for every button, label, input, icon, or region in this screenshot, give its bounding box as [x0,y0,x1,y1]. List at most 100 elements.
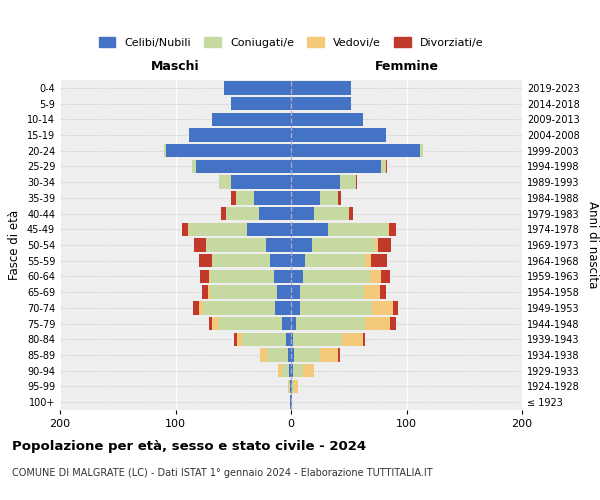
Bar [291,380,292,393]
Bar [196,160,291,173]
Bar [305,254,365,268]
Bar [340,176,356,189]
Bar [220,176,231,189]
Text: Femmine: Femmine [374,60,439,74]
Y-axis label: Anni di nascita: Anni di nascita [586,202,599,288]
Bar [291,97,351,110]
Bar [291,128,386,141]
Bar [254,191,291,204]
Text: COMUNE DI MALGRATE (LC) - Dati ISTAT 1° gennaio 2024 - Elaborazione TUTTITALIA.I: COMUNE DI MALGRATE (LC) - Dati ISTAT 1° … [12,468,433,477]
Bar [208,286,210,299]
Bar [391,317,396,330]
Bar [290,396,291,409]
Bar [291,348,295,362]
Bar [190,128,291,141]
Bar [275,301,291,314]
Bar [212,317,218,330]
Bar [370,270,381,283]
Bar [362,332,365,346]
Bar [291,144,421,158]
Bar [235,332,237,346]
Bar [236,191,254,204]
Bar [291,160,381,173]
Bar [231,97,291,110]
Bar [338,348,340,362]
Bar [291,364,293,378]
Bar [191,160,196,173]
Bar [342,332,362,346]
Bar [260,348,267,362]
Bar [212,254,270,268]
Bar [203,301,275,314]
Bar [300,301,372,314]
Bar [388,222,389,236]
Text: Maschi: Maschi [151,60,200,74]
Bar [290,380,291,393]
Bar [193,301,199,314]
Bar [286,332,291,346]
Bar [291,238,312,252]
Bar [259,207,291,220]
Bar [231,176,291,189]
Bar [296,317,365,330]
Bar [190,222,247,236]
Bar [224,81,291,94]
Bar [376,238,377,252]
Bar [365,317,391,330]
Bar [392,301,398,314]
Bar [302,270,370,283]
Bar [194,238,206,252]
Bar [166,144,291,158]
Bar [199,301,203,314]
Bar [231,191,236,204]
Bar [328,222,388,236]
Bar [291,270,302,283]
Y-axis label: Fasce di età: Fasce di età [8,210,21,280]
Bar [210,286,277,299]
Bar [291,286,300,299]
Bar [209,270,210,283]
Bar [200,270,209,283]
Bar [291,176,340,189]
Bar [270,254,291,268]
Bar [287,348,291,362]
Bar [202,286,208,299]
Bar [320,191,338,204]
Bar [293,332,342,346]
Bar [389,222,396,236]
Bar [291,112,362,126]
Bar [291,396,292,409]
Bar [291,207,314,220]
Bar [421,144,422,158]
Bar [199,254,212,268]
Bar [364,286,380,299]
Bar [266,238,291,252]
Bar [356,176,357,189]
Bar [274,270,291,283]
Bar [287,380,289,393]
Bar [289,364,291,378]
Bar [291,81,351,94]
Bar [349,207,353,220]
Bar [291,332,293,346]
Text: Popolazione per età, sesso e stato civile - 2024: Popolazione per età, sesso e stato civil… [12,440,366,453]
Bar [289,380,290,393]
Bar [302,364,314,378]
Bar [291,301,300,314]
Bar [247,222,291,236]
Bar [380,286,386,299]
Bar [212,112,291,126]
Bar [295,348,320,362]
Bar [218,317,282,330]
Bar [210,270,274,283]
Bar [338,191,341,204]
Bar [278,364,282,378]
Bar [282,364,289,378]
Bar [292,380,295,393]
Bar [182,222,188,236]
Bar [320,348,338,362]
Bar [300,286,364,299]
Bar [277,286,291,299]
Bar [291,222,328,236]
Bar [291,254,305,268]
